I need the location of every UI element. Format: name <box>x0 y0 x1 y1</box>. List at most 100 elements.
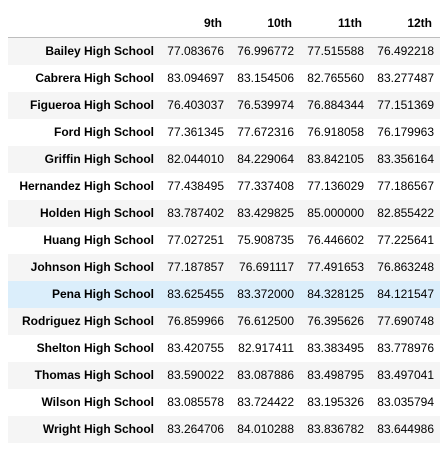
cell-9th: 77.187857 <box>167 260 224 274</box>
cell-12th: 83.497041 <box>377 368 434 382</box>
cell-10th: 77.672316 <box>237 125 294 139</box>
cell-10th: 83.372000 <box>237 287 294 301</box>
cell-9th: 76.859966 <box>167 314 224 328</box>
table-row: Figueroa High School 76.403037 76.539974… <box>8 91 440 119</box>
cell-10th: 83.154506 <box>237 71 294 85</box>
cell-11th: 76.884344 <box>307 98 364 112</box>
cell-9th: 76.403037 <box>167 98 224 112</box>
column-header-11th: 11th <box>300 8 370 38</box>
cell-12th: 77.151369 <box>377 98 434 112</box>
column-header-12th: 12th <box>370 8 440 38</box>
cell-9th: 82.044010 <box>167 152 224 166</box>
row-label: Shelton High School <box>36 341 154 355</box>
cell-10th: 75.908735 <box>237 233 294 247</box>
row-label: Figueroa High School <box>29 98 154 112</box>
cell-12th: 83.035794 <box>377 395 434 409</box>
cell-9th: 83.625455 <box>167 287 224 301</box>
cell-12th: 77.690748 <box>377 314 434 328</box>
cell-12th: 76.179963 <box>377 125 434 139</box>
index-header <box>8 8 160 38</box>
cell-9th: 83.787402 <box>167 206 224 220</box>
cell-12th: 77.186567 <box>377 179 434 193</box>
cell-10th: 76.539974 <box>237 98 294 112</box>
cell-10th: 76.691117 <box>239 260 294 274</box>
cell-11th: 76.446602 <box>307 233 364 247</box>
cell-9th: 77.361345 <box>167 125 224 139</box>
cell-10th: 83.724422 <box>237 395 294 409</box>
column-header-9th: 9th <box>160 8 230 38</box>
cell-10th: 82.917411 <box>238 341 294 355</box>
table-row-hovered: Pena High School 83.625455 83.372000 84.… <box>8 280 440 308</box>
row-label: Wright High School <box>42 422 154 436</box>
scores-by-grade-table: 9th 10th 11th 12th Bailey High School 77… <box>8 8 440 443</box>
cell-11th: 76.395626 <box>307 314 364 328</box>
table-row: Hernandez High School 77.438495 77.33740… <box>8 172 440 200</box>
row-label: Wilson High School <box>41 395 154 409</box>
table-body: Bailey High School 77.083676 76.996772 7… <box>8 37 440 443</box>
row-label: Hernandez High School <box>19 179 154 193</box>
cell-10th: 84.010288 <box>237 422 294 436</box>
cell-10th: 76.996772 <box>237 44 294 59</box>
table-row: Huang High School 77.027251 75.908735 76… <box>8 226 440 254</box>
cell-10th: 76.612500 <box>237 314 294 328</box>
cell-11th: 77.491653 <box>307 260 364 274</box>
row-label: Cabrera High School <box>35 71 154 85</box>
table-row: Rodriguez High School 76.859966 76.61250… <box>8 307 440 335</box>
cell-9th: 83.094697 <box>167 71 224 85</box>
table-row: Thomas High School 83.590022 83.087886 8… <box>8 361 440 389</box>
cell-10th: 83.429825 <box>237 206 294 220</box>
row-label: Holden High School <box>40 206 154 220</box>
row-label: Bailey High School <box>45 44 154 59</box>
cell-11th: 76.918058 <box>307 125 364 139</box>
cell-12th: 83.277487 <box>377 71 434 85</box>
cell-11th: 84.328125 <box>307 287 364 301</box>
cell-9th: 77.438495 <box>167 179 224 193</box>
cell-9th: 77.083676 <box>167 44 224 59</box>
table-row: Holden High School 83.787402 83.429825 8… <box>8 199 440 227</box>
cell-10th: 84.229064 <box>237 152 294 166</box>
cell-11th: 83.195326 <box>307 395 364 409</box>
table-row: Wilson High School 83.085578 83.724422 8… <box>8 388 440 416</box>
cell-10th: 83.087886 <box>237 368 294 382</box>
table-row: Bailey High School 77.083676 76.996772 7… <box>8 37 440 65</box>
cell-12th: 83.644986 <box>377 422 434 436</box>
cell-12th: 77.225641 <box>377 233 434 247</box>
row-label: Huang High School <box>43 233 154 247</box>
table-row: Ford High School 77.361345 77.672316 76.… <box>8 118 440 146</box>
cell-11th: 82.765560 <box>307 71 364 85</box>
cell-11th: 83.383495 <box>307 341 364 355</box>
table-row: Wright High School 83.264706 84.010288 8… <box>8 415 440 443</box>
row-label: Thomas High School <box>34 368 154 382</box>
row-label: Ford High School <box>54 125 154 139</box>
cell-9th: 83.264706 <box>167 422 224 436</box>
table-row: Shelton High School 83.420755 82.917411 … <box>8 334 440 362</box>
cell-10th: 77.337408 <box>237 179 294 193</box>
row-label: Johnson High School <box>30 260 154 274</box>
cell-9th: 77.027251 <box>167 233 224 247</box>
column-header-10th: 10th <box>230 8 300 38</box>
cell-9th: 83.590022 <box>167 368 224 382</box>
cell-11th: 83.836782 <box>307 422 364 436</box>
cell-11th: 83.498795 <box>307 368 364 382</box>
table-header: 9th 10th 11th 12th <box>8 8 440 38</box>
cell-12th: 84.121547 <box>377 287 434 301</box>
row-label: Pena High School <box>51 287 154 301</box>
cell-12th: 76.863248 <box>377 260 434 274</box>
cell-12th: 83.356164 <box>377 152 434 166</box>
cell-11th: 83.842105 <box>307 152 364 166</box>
table-row: Johnson High School 77.187857 76.691117 … <box>8 253 440 281</box>
cell-9th: 83.085578 <box>167 395 224 409</box>
dataframe-container: 9th 10th 11th 12th Bailey High School 77… <box>8 8 440 443</box>
cell-11th: 85.000000 <box>307 206 364 220</box>
table-row: Griffin High School 82.044010 84.229064 … <box>8 145 440 173</box>
row-label: Griffin High School <box>44 152 154 166</box>
cell-12th: 83.778976 <box>377 341 434 355</box>
cell-12th: 82.855422 <box>377 206 434 220</box>
table-row: Cabrera High School 83.094697 83.154506 … <box>8 64 440 92</box>
cell-9th: 83.420755 <box>167 341 224 355</box>
cell-11th: 77.136029 <box>307 179 364 193</box>
cell-11th: 77.515588 <box>307 44 364 59</box>
row-label: Rodriguez High School <box>22 314 154 328</box>
cell-12th: 76.492218 <box>377 44 434 59</box>
header-row: 9th 10th 11th 12th <box>8 8 440 38</box>
